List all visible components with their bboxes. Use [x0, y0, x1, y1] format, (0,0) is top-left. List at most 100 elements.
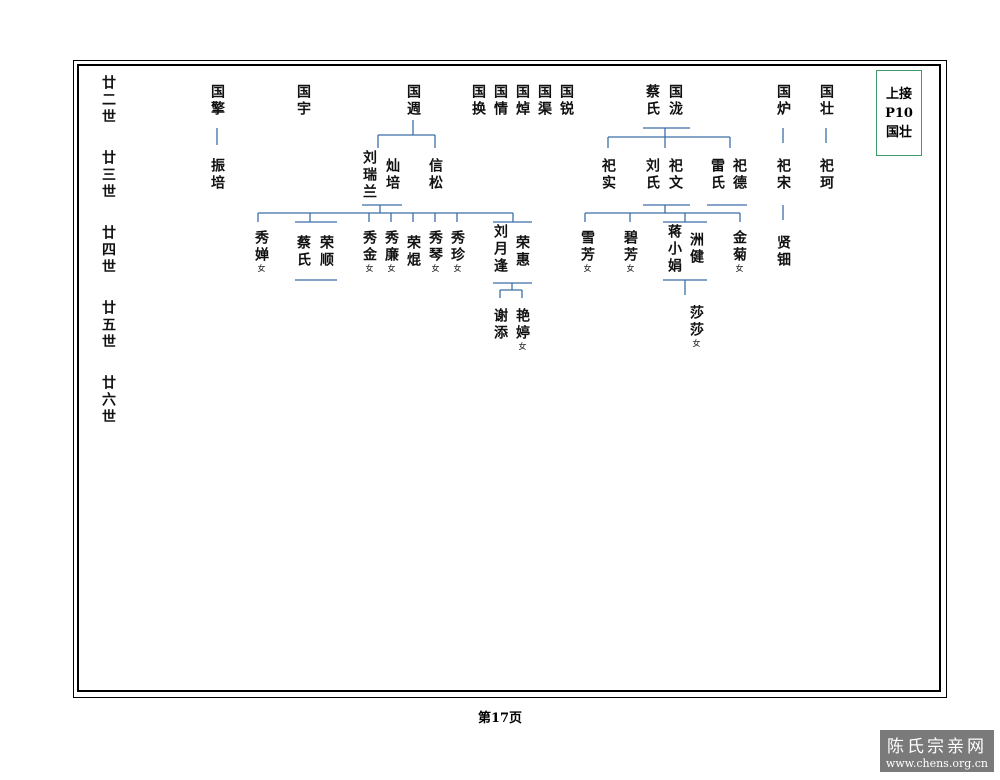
link-text: P10 [885, 106, 913, 121]
person-name: 国换 [470, 84, 486, 118]
generation-label: 廿四世 [100, 225, 116, 276]
person-name: 蔡氏 [644, 84, 660, 118]
person: 祀实 [598, 158, 618, 192]
watermark: 陈氏宗亲网 www.chens.org.cn [879, 730, 994, 772]
person: 秀婵女 [251, 230, 271, 272]
person-sex: 女 [387, 264, 396, 272]
person: 金菊女 [729, 230, 749, 272]
person: 碧芳女 [620, 230, 640, 272]
person: 祀德 [729, 158, 749, 192]
person-name: 秀金 [361, 230, 377, 264]
person: 秀珍女 [447, 230, 467, 272]
person-name: 祀实 [600, 158, 616, 192]
person: 秀琴女 [425, 230, 445, 272]
person: 艳婷女 [512, 308, 532, 350]
person: 蔡氏 [642, 84, 662, 118]
person: 国情 [490, 84, 510, 118]
link-box: 上接 P10 国壮 [876, 70, 922, 156]
person: 蒋小娟 [664, 224, 684, 275]
person: 刘瑞兰 [359, 150, 379, 201]
person-name: 秀珍 [449, 230, 465, 264]
person-name: 秀廉 [383, 230, 399, 264]
person: 洲健 [686, 232, 706, 266]
person-name: 刘氏 [644, 158, 660, 192]
person-name: 刘月逢 [492, 224, 508, 275]
person-name: 祀文 [667, 158, 683, 192]
person-name: 国宇 [295, 84, 311, 118]
person-sex: 女 [453, 264, 462, 272]
person-name: 国週 [405, 84, 421, 118]
person-name: 洲健 [688, 232, 704, 266]
person-name: 刘瑞兰 [361, 150, 377, 201]
person-name: 荣顺 [318, 235, 334, 269]
person: 振培 [207, 158, 227, 192]
watermark-title: 陈氏宗亲网 [886, 737, 987, 757]
person: 刘月逢 [490, 224, 510, 275]
person-name: 艳婷 [514, 308, 530, 342]
person-name: 秀婵 [253, 230, 269, 264]
person-name: 信松 [427, 158, 443, 192]
person: 祀文 [665, 158, 685, 192]
person: 刘氏 [642, 158, 662, 192]
link-text: 上接 [885, 87, 912, 102]
person-sex: 女 [257, 264, 266, 272]
person-name: 雪芳 [579, 230, 595, 264]
inner-frame [77, 64, 941, 692]
link-text: 国壮 [885, 125, 912, 140]
person-name: 秀琴 [427, 230, 443, 264]
person: 国换 [468, 84, 488, 118]
person-name: 贤钿 [775, 235, 791, 269]
person: 国渠 [534, 84, 554, 118]
generation-label: 廿五世 [100, 300, 116, 351]
person-name: 灿培 [384, 158, 400, 192]
person: 灿培 [382, 158, 402, 192]
person-name: 雷氏 [709, 158, 725, 192]
person-sex: 女 [518, 342, 527, 350]
outer-frame [73, 60, 947, 698]
person-name: 国擎 [209, 84, 225, 118]
person: 祀宋 [773, 158, 793, 192]
person-name: 祀珂 [818, 158, 834, 192]
person: 国泷 [665, 84, 685, 118]
person: 国宇 [293, 84, 313, 118]
person: 国锐 [556, 84, 576, 118]
person: 信松 [425, 158, 445, 192]
person-name: 国锐 [558, 84, 574, 118]
person: 蔡氏 [293, 235, 313, 269]
person-name: 国渠 [536, 84, 552, 118]
person-name: 国壮 [818, 84, 834, 118]
person-name: 祀宋 [775, 158, 791, 192]
generation-label: 廿二世 [100, 75, 116, 126]
person: 雪芳女 [577, 230, 597, 272]
person-name: 国泷 [667, 84, 683, 118]
person-name: 碧芳 [622, 230, 638, 264]
person-sex: 女 [626, 264, 635, 272]
person-name: 金菊 [731, 230, 747, 264]
person: 雷氏 [707, 158, 727, 192]
person-name: 蔡氏 [295, 235, 311, 269]
person: 莎莎女 [686, 305, 706, 347]
person: 荣焜 [403, 235, 423, 269]
person-name: 荣焜 [405, 235, 421, 269]
person: 荣惠 [512, 235, 532, 269]
generation-label: 廿三世 [100, 150, 116, 201]
person-name: 蒋小娟 [666, 224, 682, 275]
person: 贤钿 [773, 235, 793, 269]
person: 祀珂 [816, 158, 836, 192]
person: 荣顺 [316, 235, 336, 269]
person-sex: 女 [583, 264, 592, 272]
person: 国焯 [512, 84, 532, 118]
person-name: 祀德 [731, 158, 747, 192]
person-name: 国情 [492, 84, 508, 118]
person-name: 谢添 [492, 308, 508, 342]
person-name: 振培 [209, 158, 225, 192]
person: 谢添 [490, 308, 510, 342]
person: 国壮 [816, 84, 836, 118]
person-sex: 女 [431, 264, 440, 272]
person-sex: 女 [735, 264, 744, 272]
person-sex: 女 [692, 339, 701, 347]
person-name: 荣惠 [514, 235, 530, 269]
person: 国擎 [207, 84, 227, 118]
